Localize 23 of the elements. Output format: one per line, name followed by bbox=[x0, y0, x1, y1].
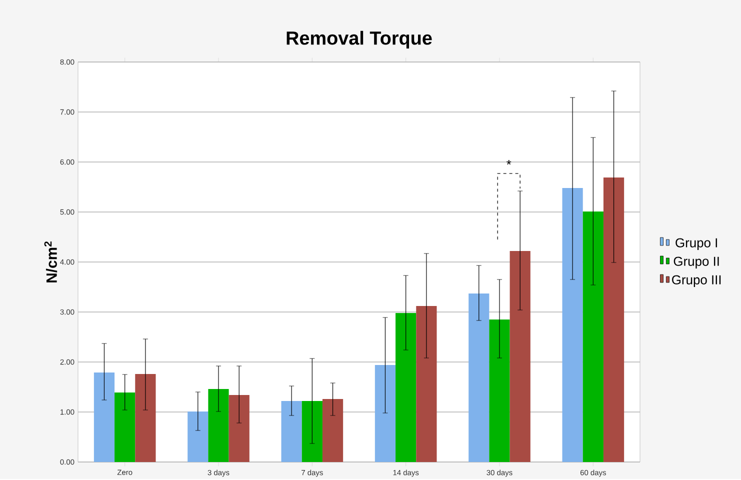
bar bbox=[562, 188, 583, 462]
bar bbox=[416, 306, 437, 462]
legend-label: Grupo I bbox=[676, 238, 717, 250]
bar bbox=[582, 211, 604, 462]
annotation: * bbox=[506, 160, 512, 165]
bar bbox=[489, 319, 510, 462]
bar bbox=[114, 392, 136, 462]
y-axis-title: N/cm$^{2}$ bbox=[44, 241, 58, 282]
bar bbox=[374, 364, 396, 462]
bar bbox=[188, 411, 208, 462]
legend-label: Grupo III bbox=[672, 275, 721, 287]
chart-title: Removal Torque bbox=[286, 30, 432, 49]
bar bbox=[396, 312, 416, 462]
bar bbox=[510, 250, 530, 462]
legend-label: Grupo II bbox=[674, 256, 719, 268]
bar bbox=[603, 177, 624, 462]
bar bbox=[322, 398, 344, 462]
bar bbox=[208, 388, 229, 462]
bar bbox=[281, 400, 302, 462]
bar bbox=[135, 374, 156, 462]
bar bbox=[468, 293, 490, 462]
bar bbox=[228, 394, 250, 462]
bar bbox=[94, 372, 115, 462]
